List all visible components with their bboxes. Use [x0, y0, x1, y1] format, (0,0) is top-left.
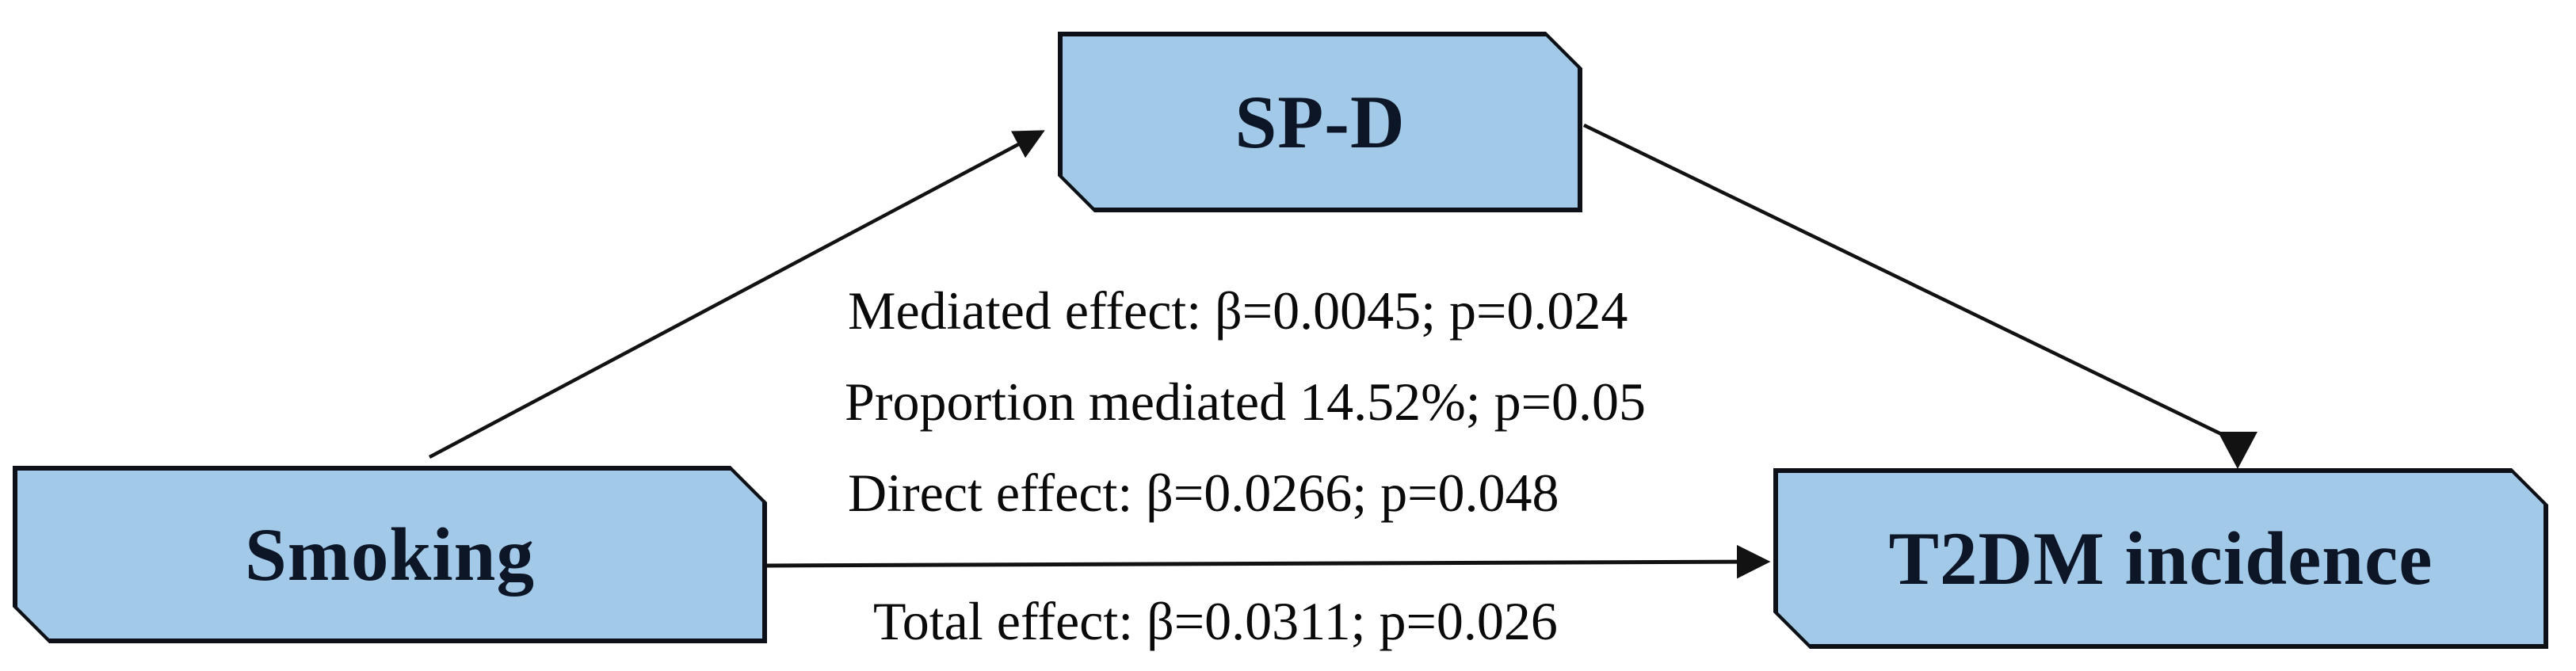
node-mediator-fill [1063, 36, 1578, 208]
node-exposure: Smoking [13, 466, 767, 643]
node-mediator: SP-D [1058, 32, 1582, 212]
node-outcome-label: T2DM incidence [1888, 517, 2433, 600]
arrow-mediator-to-outcome [1583, 123, 2235, 443]
arrow-mediator-to-outcome-head [2218, 432, 2257, 469]
arrow-exposure-to-mediator [428, 130, 1045, 459]
annotation-total-effect: Total effect: β=0.0311; p=0.026 [873, 591, 1558, 651]
node-exposure-fill [17, 471, 762, 639]
node-outcome-fill [1778, 473, 2544, 644]
node-exposure-label: Smoking [244, 513, 536, 597]
node-outcome: T2DM incidence [1773, 468, 2548, 649]
annotation-proportion-mediated: Proportion mediated 14.52%; p=0.05 [845, 372, 1647, 432]
annotation-direct-effect: Direct effect: β=0.0266; p=0.048 [848, 463, 1559, 523]
node-mediator-label: SP-D [1235, 80, 1406, 164]
annotation-mediated-effect: Mediated effect: β=0.0045; p=0.024 [848, 280, 1628, 341]
arrow-exposure-to-outcome [766, 544, 1771, 579]
